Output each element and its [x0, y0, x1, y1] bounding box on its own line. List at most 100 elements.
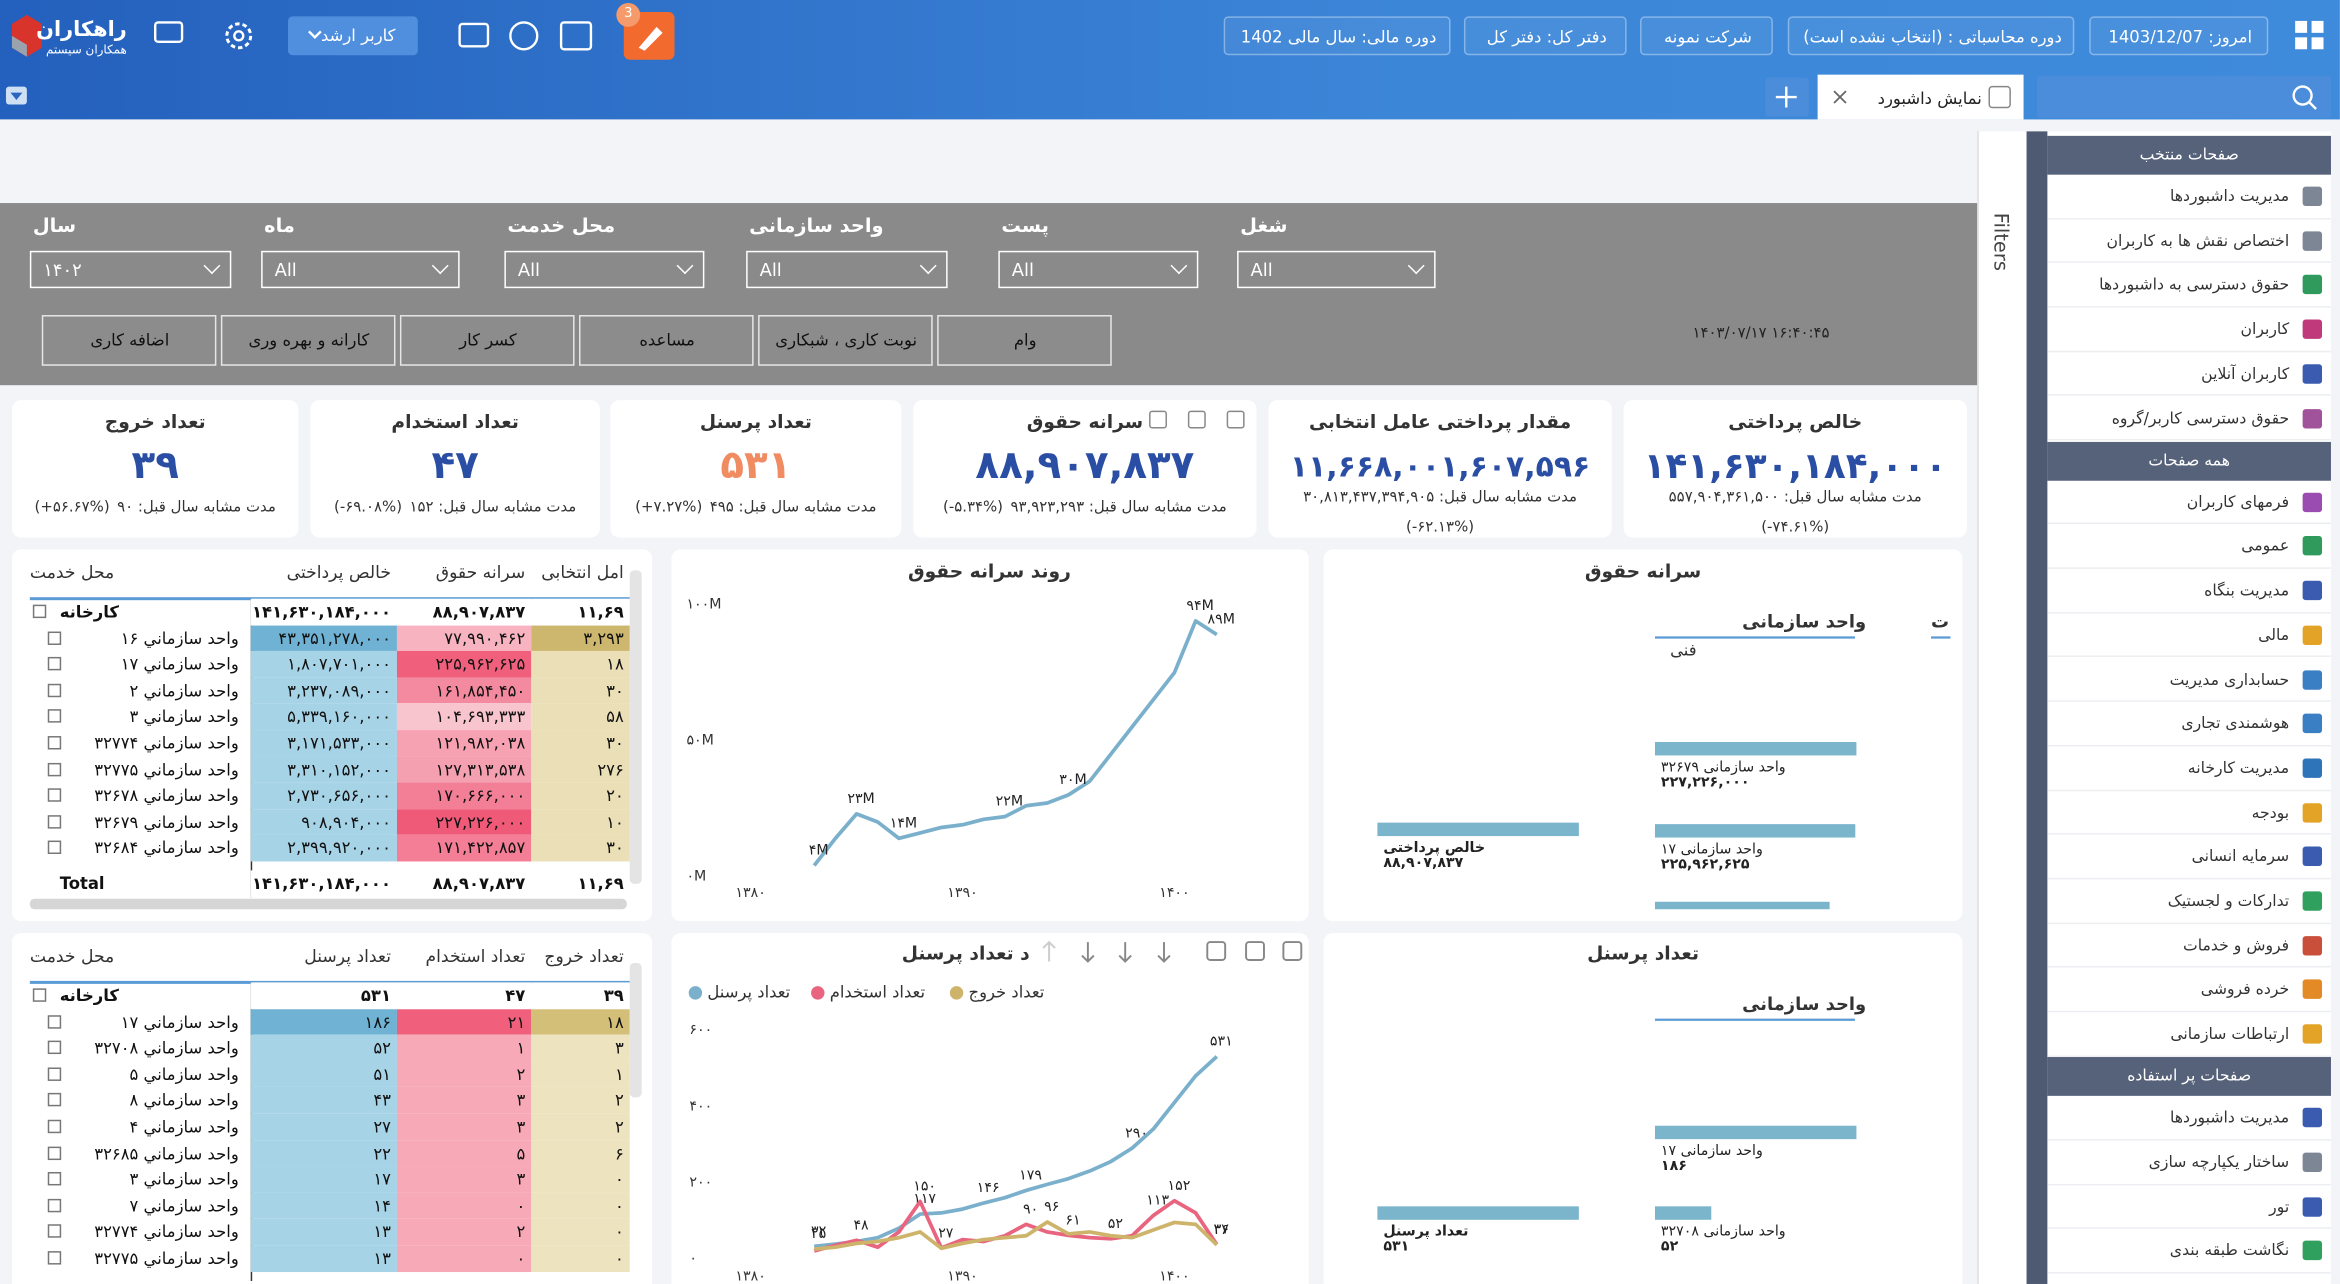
sidebar-item[interactable]: ارتباطات سازمانی [2047, 1012, 2331, 1057]
expand-box[interactable] [47, 1119, 62, 1134]
expand-box[interactable] [47, 1251, 62, 1265]
terminal-icon[interactable] [559, 21, 593, 51]
sidebar-item[interactable]: عمومی [2047, 525, 2331, 569]
desktop-icon[interactable] [154, 21, 184, 43]
filter-button[interactable]: کسر کار [399, 315, 575, 366]
table-cell: ۳ [396, 1166, 532, 1193]
tab-close[interactable] [1833, 90, 1847, 104]
expand-box[interactable] [47, 1040, 62, 1055]
toolbar-icon[interactable] [1282, 941, 1303, 961]
scrollbar[interactable] [629, 962, 642, 1098]
column-header: امل انتخابی [541, 561, 624, 583]
tab-title[interactable]: نمایش داشبورد [1877, 88, 1982, 109]
sidebar-item[interactable]: کاربران آنلاین [2047, 352, 2331, 397]
toolbar-icon[interactable] [1042, 940, 1056, 962]
expand-box[interactable] [47, 1146, 62, 1160]
filter-dropdown[interactable]: All [746, 250, 948, 289]
filter-dropdown[interactable]: All [1237, 250, 1436, 289]
table-cell: ۲,۳۹۹,۹۲۰,۰۰۰ [250, 835, 397, 862]
sidebar-item[interactable]: حسابداری مدیریت [2047, 658, 2331, 702]
expand-box[interactable] [47, 709, 62, 724]
info-box[interactable]: دوره محاسباتی : (انتخاب نشده است) [1787, 16, 2075, 56]
toolbar-icon[interactable] [1081, 942, 1095, 963]
filter-button[interactable]: اضافه کاری [41, 315, 217, 366]
table-cell: ۶ [531, 1140, 630, 1167]
filter-button[interactable]: مساعده [579, 315, 754, 366]
sidebar-item[interactable]: تور [2047, 1185, 2331, 1230]
toolbar-icon[interactable] [1206, 941, 1227, 961]
collapse-box[interactable] [32, 988, 47, 1002]
expand-box[interactable] [47, 1014, 62, 1029]
group-label: کارخانه [59, 986, 119, 1006]
grid-icon[interactable] [2295, 20, 2324, 50]
expand-box[interactable] [47, 762, 62, 776]
expand-box[interactable] [47, 841, 62, 855]
sidebar-item[interactable]: حقوق دسترسی به داشبوردها [2047, 263, 2331, 308]
expand-box[interactable] [47, 1172, 62, 1186]
column-header: تعداد پرسنل [304, 945, 391, 967]
sidebar-item[interactable]: ساختار یکپارچه سازی [2047, 1141, 2331, 1185]
inbox-icon[interactable] [458, 22, 490, 48]
toolbar-icon[interactable] [1149, 410, 1167, 429]
sidebar-item[interactable]: نگاشت طبقه بندی [2047, 1229, 2331, 1274]
info-box[interactable]: دوره مالی: سال مالی 1402 [1223, 16, 1451, 56]
toolbar-icon[interactable] [1118, 942, 1132, 963]
sidebar-item[interactable]: بودجه [2047, 791, 2331, 836]
toolbar-icon[interactable] [1187, 410, 1206, 429]
info-box[interactable]: دفتر کل: دفتر کل [1463, 16, 1627, 56]
sidebar-item[interactable]: هوشمندی تجاری [2047, 702, 2331, 747]
toolbar-icon[interactable] [1245, 941, 1265, 961]
filter-button[interactable]: کارانه و بهره وری [220, 315, 396, 366]
sidebar-item[interactable]: مالی [2047, 613, 2331, 658]
cell-value: ۳,۳۱۰,۱۵۲,۰۰۰ [287, 760, 391, 780]
h-scrollbar[interactable] [29, 898, 627, 910]
info-box[interactable]: شرکت نمونه [1640, 16, 1773, 56]
filter-button[interactable]: وام [937, 315, 1112, 366]
sidebar-item[interactable]: فرمهای کاربران [2047, 480, 2331, 525]
bar-category: تعداد پرسنل [1383, 1224, 1468, 1240]
sidebar-item[interactable]: تدارکات و لجستیک [2047, 879, 2331, 924]
sidebar-item[interactable]: مدیریت داشبوردها [2047, 1096, 2331, 1141]
item-text: خرده فروشی [2200, 981, 2290, 1000]
filter-dropdown[interactable]: All [504, 250, 705, 289]
user-box[interactable] [288, 16, 418, 56]
help-icon[interactable] [509, 21, 539, 51]
data-label: ۵۲ [1108, 1216, 1123, 1232]
settings-icon[interactable] [225, 22, 253, 50]
sidebar-item[interactable]: مدیریت کارخانه [2047, 746, 2331, 791]
toolbar-icon[interactable] [1226, 410, 1245, 429]
expand-box[interactable] [47, 683, 62, 697]
info-box[interactable]: امروز: 1403/12/07 [2089, 16, 2269, 56]
sidebar-item[interactable]: اختصاص نقش ها به کاربران [2047, 219, 2331, 264]
filter-dropdown[interactable]: All [998, 250, 1199, 289]
sidebar-item[interactable]: خرده فروشی [2047, 968, 2331, 1013]
sidebar-item[interactable]: مدیریت داشبوردها [2047, 175, 2331, 220]
expand-box[interactable] [47, 814, 62, 829]
expand-box[interactable] [47, 1224, 62, 1239]
search-box[interactable] [2036, 76, 2331, 118]
bar-value: ۸۸,۹۰۷,۸۳۷ [1383, 855, 1463, 871]
filter-dropdown[interactable]: ۱۴۰۲ [29, 250, 232, 289]
expand-box[interactable] [47, 736, 62, 750]
expand-box[interactable] [47, 657, 62, 671]
scrollbar[interactable] [629, 570, 642, 884]
expand-box[interactable] [47, 1093, 62, 1107]
row-label: واحد سازماني ۳۲۷۷۵ [94, 760, 239, 780]
expand-box[interactable] [47, 1067, 62, 1081]
bar [1654, 1125, 1857, 1140]
expand-box[interactable] [47, 630, 62, 645]
collapse-box[interactable] [32, 604, 47, 619]
data-label: ۶۱ [1065, 1212, 1080, 1228]
sidebar-item[interactable]: کاربران [2047, 308, 2331, 353]
sidebar-item[interactable]: سرمایه انسانی [2047, 835, 2331, 880]
sidebar-item[interactable]: مدیریت بنگاه [2047, 569, 2331, 614]
user-name[interactable]: کاربر ارشد [321, 26, 396, 46]
sidebar-item[interactable]: فروش و خدمات [2047, 924, 2331, 969]
toolbar-icon[interactable] [1157, 942, 1171, 963]
filter-dropdown[interactable]: All [261, 250, 460, 289]
row-label: واحد سازماني ۳۲۷۰۸ [94, 1038, 239, 1059]
sidebar-item[interactable]: حقوق دسترسی کاربر/گروه [2047, 396, 2331, 441]
expand-box[interactable] [47, 788, 62, 803]
filter-button[interactable]: نوبت کاری ، شبکاری [758, 315, 933, 366]
expand-box[interactable] [47, 1198, 62, 1213]
